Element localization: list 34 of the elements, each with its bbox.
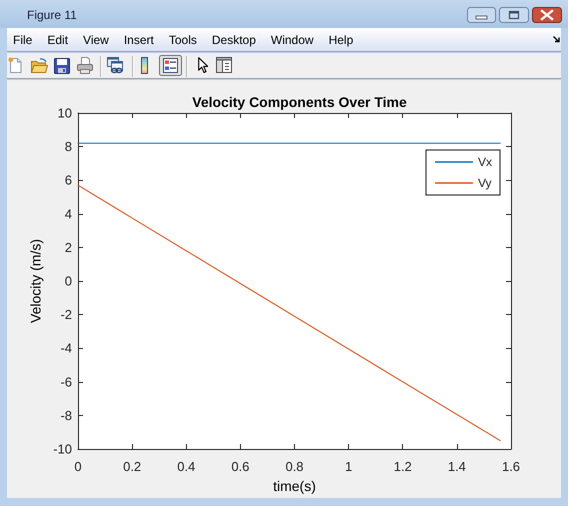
y-tick-label: 4 [64, 206, 72, 222]
x-tick-label: 1.2 [394, 459, 412, 474]
legend-label: Vx [478, 155, 492, 169]
x-tick-label: 0 [74, 459, 82, 474]
text: Desktop [212, 32, 256, 46]
x-tick-label: 1.4 [448, 459, 466, 474]
y-axis-title: Velocity (m/s) [27, 238, 44, 324]
x-tick-label: 0.2 [123, 459, 142, 474]
text: View [83, 32, 109, 46]
text: Insert [124, 32, 154, 46]
text: Help [328, 32, 354, 46]
text: Tools [168, 32, 197, 46]
y-tick-label: 2 [64, 240, 72, 255]
y-tick-label: 6 [64, 172, 72, 188]
y-tick-label: -6 [60, 374, 72, 390]
text: Window [270, 32, 314, 46]
caption: Figure 11 [27, 8, 77, 22]
text: File [13, 32, 32, 46]
x-tick-label: 1.6 [502, 459, 520, 474]
y-tick-label: 8 [64, 139, 72, 154]
y-tick-label: 0 [64, 274, 72, 288]
chart-title: Velocity Components Over Time [192, 94, 407, 110]
y-tick-label: -10 [53, 442, 72, 456]
y-tick-label: -4 [60, 340, 72, 356]
y-tick-label: 10 [58, 106, 72, 120]
y-tick-label: -8 [60, 408, 72, 423]
legend-label: Vy [478, 176, 492, 190]
x-tick-label: 0.6 [231, 459, 250, 474]
x-tick-label: 0.8 [285, 459, 304, 474]
x-axis-title: time(s) [273, 478, 316, 494]
x-tick-label: 0.4 [177, 459, 196, 474]
x-tick-label: 1 [345, 459, 352, 474]
y-tick-label: -2 [60, 307, 72, 322]
text: Edit [47, 32, 68, 46]
